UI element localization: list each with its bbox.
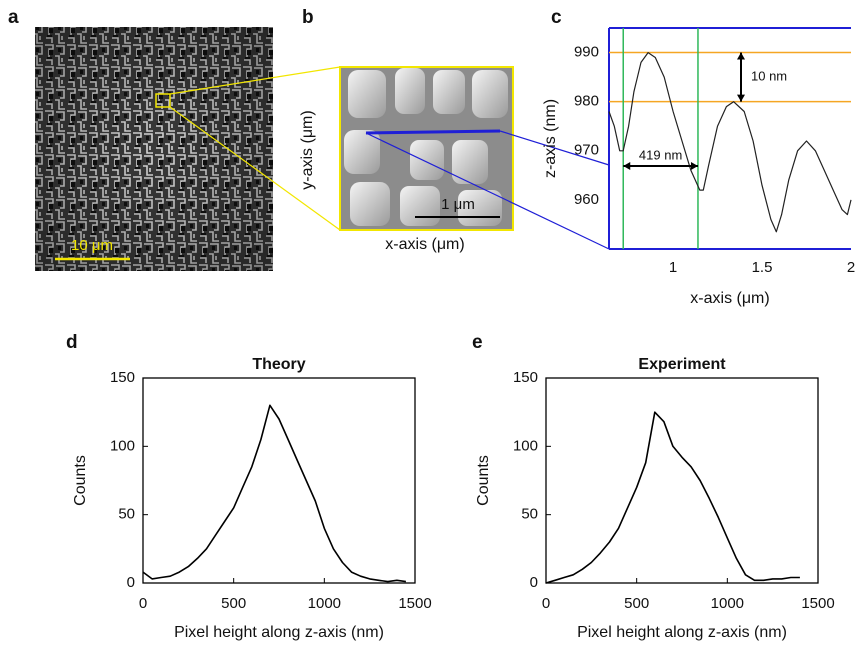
y-tick-label: 970 [574, 142, 599, 159]
x-axis-label: x-axis (μm) [385, 236, 464, 253]
arrow-head [737, 94, 745, 102]
profile-link [499, 130, 610, 166]
x-axis-label: Pixel height along z-axis (nm) [174, 624, 384, 641]
data-line [545, 411, 800, 584]
x-axis-label: Pixel height along z-axis (nm) [577, 624, 787, 641]
y-tick-label: 150 [110, 369, 135, 386]
annotation: 419 nm [639, 147, 682, 162]
y-tick-label: 100 [513, 437, 538, 454]
x-tick-label: 0 [139, 595, 147, 612]
y-tick-label: 150 [513, 369, 538, 386]
arrow-head [690, 162, 698, 170]
x-tick-label: 500 [221, 595, 246, 612]
x-tick-label: 500 [624, 595, 649, 612]
panel-letter: e [472, 332, 483, 353]
y-tick-label: 100 [110, 437, 135, 454]
y-axis-label: y-axis (μm) [299, 110, 316, 189]
chart-title: Theory [252, 356, 305, 373]
x-tick-label: 0 [542, 595, 550, 612]
afm-texture [344, 68, 508, 226]
x-tick-label: 1500 [801, 595, 834, 612]
sem-shade [35, 27, 273, 271]
arrow-head [737, 52, 745, 60]
x-tick-label: 1000 [711, 595, 744, 612]
y-axis-label: Counts [475, 455, 492, 506]
x-axis-label: x-axis (μm) [690, 290, 769, 307]
arrow-head [623, 162, 631, 170]
afm-frame [339, 66, 514, 231]
y-tick-label: 50 [118, 506, 135, 523]
zoom-box [155, 93, 171, 108]
y-tick-label: 960 [574, 191, 599, 208]
panel-letter: b [302, 7, 314, 28]
plot-frame [142, 377, 416, 584]
profile-link [365, 132, 610, 250]
zoom-line [169, 106, 341, 231]
scale-bar-label: 10 μm [71, 237, 113, 254]
data-line [142, 404, 407, 583]
x-tick-label: 1 [669, 259, 677, 276]
annotation: 10 nm [751, 69, 787, 84]
plot-frame [545, 377, 819, 584]
y-tick-label: 0 [127, 574, 135, 591]
y-tick-label: 0 [530, 574, 538, 591]
zoom-line [169, 66, 341, 95]
y-axis-label: Counts [72, 455, 89, 506]
profile-line [365, 129, 501, 135]
x-tick-label: 1.5 [752, 259, 773, 276]
y-tick-label: 990 [574, 44, 599, 61]
x-tick-label: 2 [847, 259, 855, 276]
panel-letter: c [551, 7, 562, 28]
panel-letter: a [8, 7, 19, 28]
data-line [608, 52, 852, 233]
y-tick-label: 50 [521, 506, 538, 523]
x-tick-label: 1000 [308, 595, 341, 612]
y-tick-label: 980 [574, 93, 599, 110]
y-axis-label: z-axis (nm) [542, 99, 559, 178]
panel-letter: d [66, 332, 78, 353]
x-tick-label: 1500 [398, 595, 431, 612]
scale-bar-label: 1 μm [441, 196, 475, 213]
chart-title: Experiment [638, 356, 726, 373]
